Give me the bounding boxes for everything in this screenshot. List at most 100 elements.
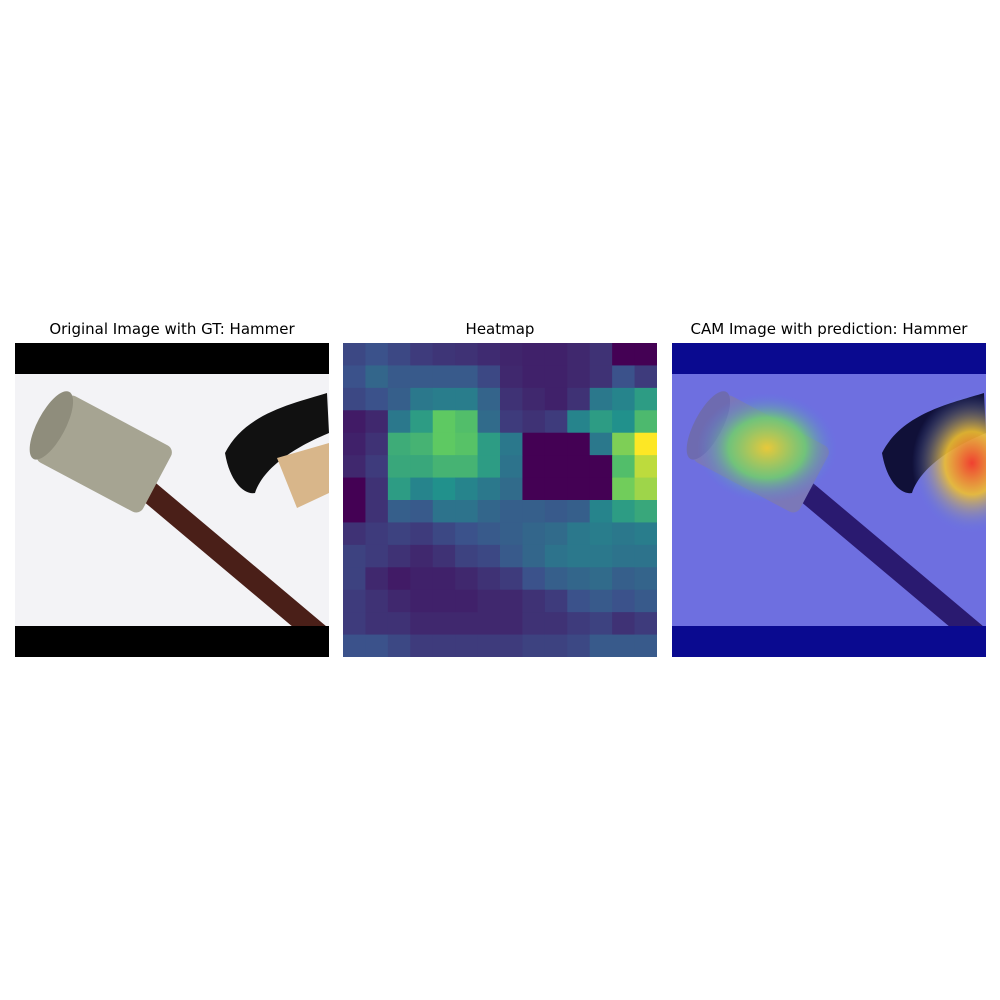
heatmap-cell xyxy=(634,567,657,591)
heatmap-cell xyxy=(500,634,523,657)
heatmap-cell xyxy=(365,432,389,456)
heatmap-grid xyxy=(343,343,657,657)
heatmap-cell xyxy=(634,432,657,456)
heatmap-cell xyxy=(522,365,546,389)
heatmap-cell xyxy=(544,522,568,546)
heatmap-cell xyxy=(567,343,591,366)
heatmap-cell xyxy=(522,567,546,591)
heatmap-cell xyxy=(343,455,366,479)
heatmap-cell xyxy=(387,477,411,501)
heatmap-cell xyxy=(455,567,479,591)
heatmap-cell xyxy=(477,365,501,389)
heatmap-cell xyxy=(432,544,456,568)
heatmap-cell xyxy=(522,589,546,613)
heatmap-cell xyxy=(455,500,479,523)
heatmap-cell xyxy=(634,477,657,501)
heatmap-cell xyxy=(387,500,411,523)
heatmap-cell xyxy=(634,410,657,434)
heatmap-cell xyxy=(589,500,613,523)
heatmap-cell xyxy=(343,410,366,434)
heatmap-cell xyxy=(410,544,434,568)
heatmap-cell xyxy=(500,500,523,523)
heatmap-cell xyxy=(544,612,568,636)
heatmap-cell xyxy=(567,455,591,479)
heatmap-cell xyxy=(522,343,546,366)
heatmap-cell xyxy=(567,612,591,636)
heatmap-cell xyxy=(410,589,434,613)
heatmap-cell xyxy=(455,544,479,568)
heatmap-cell xyxy=(522,634,546,657)
heatmap-cell xyxy=(612,589,636,613)
heatmap-cell xyxy=(387,387,411,411)
heatmap-cell xyxy=(544,567,568,591)
heatmap-cell xyxy=(432,612,456,636)
heatmap-cell xyxy=(387,544,411,568)
heatmap-cell xyxy=(567,589,591,613)
heatmap-cell xyxy=(544,432,568,456)
heatmap-cell xyxy=(455,612,479,636)
heatmap-cell xyxy=(522,410,546,434)
heatmap-cell xyxy=(432,634,456,657)
heatmap-cell xyxy=(612,477,636,501)
heatmap-cell xyxy=(544,634,568,657)
heatmap-cell xyxy=(410,522,434,546)
heatmap-cell xyxy=(567,477,591,501)
heatmap-cell xyxy=(567,432,591,456)
heatmap-cell xyxy=(522,500,546,523)
heatmap-cell xyxy=(343,477,366,501)
heatmap-cell xyxy=(365,567,389,591)
heatmap-cell xyxy=(410,387,434,411)
heatmap-cell xyxy=(589,387,613,411)
heatmap-cell xyxy=(343,432,366,456)
heatmap-cell xyxy=(343,544,366,568)
heatmap-cell xyxy=(387,634,411,657)
heatmap-cell xyxy=(432,343,456,366)
heatmap-cell xyxy=(634,612,657,636)
heatmap-cell xyxy=(634,589,657,613)
heatmap-cell xyxy=(522,432,546,456)
heatmap-cell xyxy=(567,634,591,657)
heatmap-cell xyxy=(500,544,523,568)
heatmap-cell xyxy=(410,410,434,434)
heatmap-cell xyxy=(567,410,591,434)
heatmap-cell xyxy=(612,410,636,434)
heatmap-cell xyxy=(343,589,366,613)
heatmap-cell xyxy=(634,500,657,523)
heatmap-cell xyxy=(544,500,568,523)
heatmap-cell xyxy=(612,455,636,479)
heatmap-title: Heatmap xyxy=(465,320,535,338)
heatmap-cell xyxy=(343,387,366,411)
heatmap-cell xyxy=(567,567,591,591)
heatmap-cell xyxy=(500,589,523,613)
heatmap-cell xyxy=(500,477,523,501)
heatmap-cell xyxy=(500,343,523,366)
heatmap-cell xyxy=(387,410,411,434)
heatmap-cell xyxy=(387,343,411,366)
heatmap-cell xyxy=(612,387,636,411)
heatmap-cell xyxy=(500,432,523,456)
heatmap-cell xyxy=(410,432,434,456)
heatmap-cell xyxy=(612,567,636,591)
heatmap-cell xyxy=(589,544,613,568)
heatmap-cell xyxy=(432,500,456,523)
heatmap-cell xyxy=(477,500,501,523)
heatmap-cell xyxy=(365,365,389,389)
heatmap-cell xyxy=(589,522,613,546)
heatmap-cell xyxy=(544,343,568,366)
heatmap-cell xyxy=(387,365,411,389)
heatmap-cell xyxy=(432,387,456,411)
heatmap-cell xyxy=(343,522,366,546)
heatmap-cell xyxy=(500,387,523,411)
heatmap-cell xyxy=(410,500,434,523)
heatmap-cell xyxy=(477,343,501,366)
heatmap-cell xyxy=(387,589,411,613)
heatmap-cell xyxy=(455,365,479,389)
heatmap-cell xyxy=(544,455,568,479)
heatmap-cell xyxy=(365,343,389,366)
heatmap-cell xyxy=(343,365,366,389)
heatmap-cell xyxy=(500,612,523,636)
heatmap-cell xyxy=(477,634,501,657)
heatmap-panel xyxy=(343,343,657,657)
heatmap-cell xyxy=(589,612,613,636)
heatmap-cell xyxy=(432,432,456,456)
